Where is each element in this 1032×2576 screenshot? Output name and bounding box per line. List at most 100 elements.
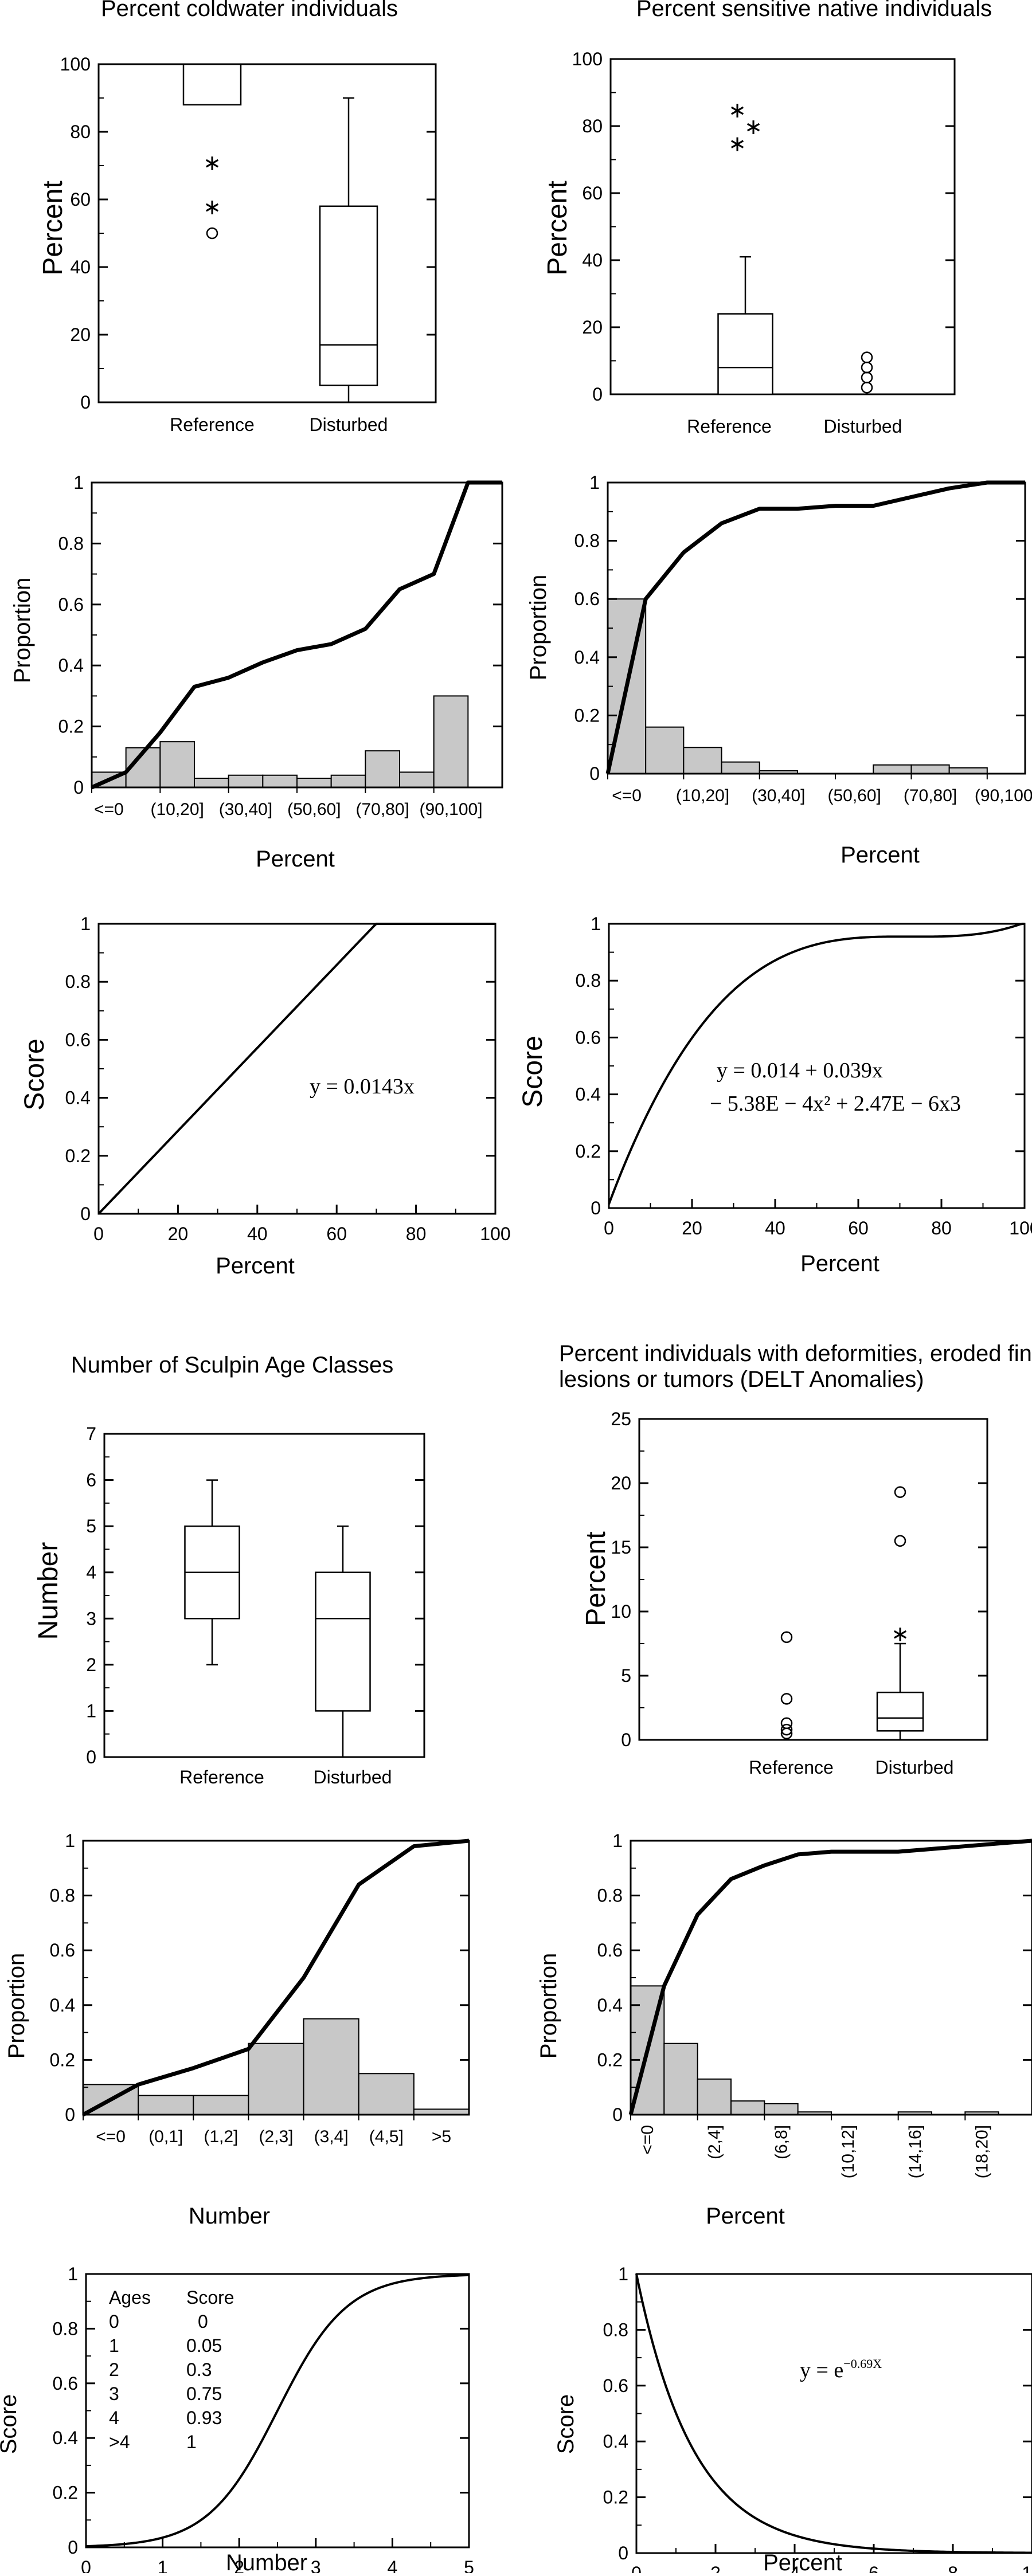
box-disturbed xyxy=(839,351,894,395)
x-tick-label: 20 xyxy=(168,1224,189,1244)
histogram-bar xyxy=(358,2073,415,2116)
histogram-bar xyxy=(159,741,196,788)
sensitive-native-boxplot: Percent sensitive native individuals Per… xyxy=(542,0,992,437)
y-tick-label: 0.4 xyxy=(576,1084,601,1105)
category-label-reference: Reference xyxy=(170,414,255,435)
y-tick-label: 0.4 xyxy=(58,655,84,676)
histogram-bar xyxy=(910,764,950,775)
y-axis-label: Score xyxy=(0,2394,21,2455)
sensitive-native-score-chart: Score Percent y = 0.014 + 0.039x − 5.38E… xyxy=(518,913,1032,1276)
x-tick-label: 0 xyxy=(631,2563,642,2573)
y-tick-label: 0.4 xyxy=(65,1088,91,1108)
x-tick-label: 60 xyxy=(848,1218,869,1238)
y-tick-label: 0 xyxy=(612,2104,623,2125)
y-tick-label: 1 xyxy=(80,913,91,934)
coldwater-score-chart: Score Percent y = 0.0143x 0 0.2 0.4 0.6 0.8 1… xyxy=(19,913,511,1279)
y-tick-label: 1 xyxy=(591,913,601,934)
y-tick-label: 25 xyxy=(611,1409,631,1429)
outlier-star: ∗ xyxy=(891,1622,909,1646)
histogram-bar xyxy=(683,747,722,775)
y-tick-label: 60 xyxy=(582,183,603,203)
y-tick-label: 1 xyxy=(612,1830,623,1851)
plot-frame xyxy=(638,1418,988,1741)
histogram-bar xyxy=(645,726,685,774)
x-tick-label: 40 xyxy=(765,1218,785,1238)
x-tick-label: 6 xyxy=(869,2563,879,2573)
iqr-box xyxy=(717,313,773,395)
y-tick-label: 0.2 xyxy=(50,2049,75,2070)
outlier-star: ∗ xyxy=(203,195,221,219)
box-disturbed xyxy=(319,97,378,403)
outlier-circle xyxy=(861,382,873,394)
ages-score-table: Ages Score 0 0 1 0.05 2 0.3 3 0.75 4 0.93 >4 1 xyxy=(109,2287,234,2452)
table-cell: 3 xyxy=(109,2383,119,2404)
x-tick-label: <=0 xyxy=(612,786,642,805)
y-tick-label: 0.4 xyxy=(574,647,600,668)
histogram-bar xyxy=(303,2018,359,2115)
y-tick-label: 0.4 xyxy=(50,1995,75,2016)
table-cell: 2 xyxy=(109,2359,119,2380)
histogram-bar xyxy=(663,2042,698,2115)
x-tick-label: <=0 xyxy=(638,2125,657,2155)
x-tick-label: (90,100] xyxy=(419,800,482,819)
x-tick-label: (4,5] xyxy=(369,2127,404,2146)
table-cell: 0.93 xyxy=(186,2408,222,2428)
x-tick-label: (10,20] xyxy=(150,800,204,819)
y-tick-label: 1 xyxy=(65,1830,75,1851)
y-tick-label: 0.8 xyxy=(603,2319,628,2340)
category-label-disturbed: Disturbed xyxy=(824,416,902,437)
y-tick-label: 0.2 xyxy=(603,2487,628,2508)
box-reference: ∗∗ xyxy=(182,63,242,240)
y-tick-label: 0.6 xyxy=(576,1027,601,1048)
table-cell: 1 xyxy=(186,2432,197,2452)
y-tick-label: 60 xyxy=(70,189,91,210)
y-tick-label: 1 xyxy=(68,2264,78,2284)
y-tick-label: 0 xyxy=(68,2537,78,2558)
table-cell: 4 xyxy=(109,2408,119,2428)
cumulative-line xyxy=(91,480,502,790)
plot-frame xyxy=(609,58,956,395)
sensitive-native-proportion-chart: Proportion Percent 0 0.2 0.4 0.6 0.8 1 <=0 (10,… xyxy=(526,472,1032,868)
histogram-bar xyxy=(228,774,264,788)
x-tick-label: (70,80] xyxy=(355,800,409,819)
y-axis-label: Number xyxy=(33,1542,64,1640)
delt-proportion-chart: Proportion Percent 0 0.2 0.4 0.6 0.8 1 <=0 (2,4… xyxy=(536,1830,1032,2229)
y-tick-label: 100 xyxy=(572,49,603,69)
table-cell: 1 xyxy=(109,2335,119,2356)
table-cell: 0 xyxy=(109,2311,119,2332)
y-axis-label: Proportion xyxy=(10,578,35,684)
y-axis-label: Score xyxy=(553,2394,578,2455)
x-tick-label: 100 xyxy=(480,1224,510,1244)
box-disturbed: ∗ xyxy=(876,1486,924,1741)
x-tick-label: (50,60] xyxy=(287,800,341,819)
y-tick-label: 0.6 xyxy=(65,1029,91,1050)
x-tick-label: (10,20] xyxy=(676,786,729,805)
x-axis-label: Number xyxy=(189,2203,270,2229)
y-tick-label: 0.8 xyxy=(574,531,600,551)
y-tick-label: 20 xyxy=(582,317,603,338)
delt-score-chart: Score Percent y = e−0.69X 0 0.2 0.4 0.6 0.8 1… xyxy=(553,2264,1032,2576)
category-label-reference: Reference xyxy=(687,416,772,437)
x-tick-label: 0 xyxy=(604,1218,614,1238)
outlier-circle xyxy=(780,1723,793,1736)
category-label-disturbed: Disturbed xyxy=(875,1757,954,1778)
x-tick-label: (3,4] xyxy=(314,2127,349,2146)
box-reference: ∗∗∗ xyxy=(717,99,773,395)
y-tick-label: 80 xyxy=(582,116,603,136)
y-tick-label: 0 xyxy=(73,777,84,798)
table-cell: 0.3 xyxy=(186,2359,212,2380)
outlier-circle xyxy=(861,361,873,374)
iqr-box xyxy=(319,205,378,386)
iqr-box xyxy=(182,63,242,106)
y-tick-label: 0 xyxy=(592,384,603,405)
y-tick-label: 1 xyxy=(86,1700,96,1721)
table-header: Score xyxy=(186,2287,234,2308)
equation-label: y = 0.0143x xyxy=(310,1075,415,1099)
x-tick-label: 2 xyxy=(710,2563,721,2573)
y-tick-label: 1 xyxy=(589,472,600,493)
sculpin-age-proportion-chart: Proportion Number 0 0.2 0.4 0.6 0.8 1 <=0 (0,1]… xyxy=(4,1830,470,2229)
y-tick-label: 0.6 xyxy=(50,1940,75,1961)
y-tick-label: 0.6 xyxy=(597,1940,623,1961)
histogram-bar xyxy=(248,2042,304,2115)
y-tick-label: 0.4 xyxy=(597,1995,623,2016)
